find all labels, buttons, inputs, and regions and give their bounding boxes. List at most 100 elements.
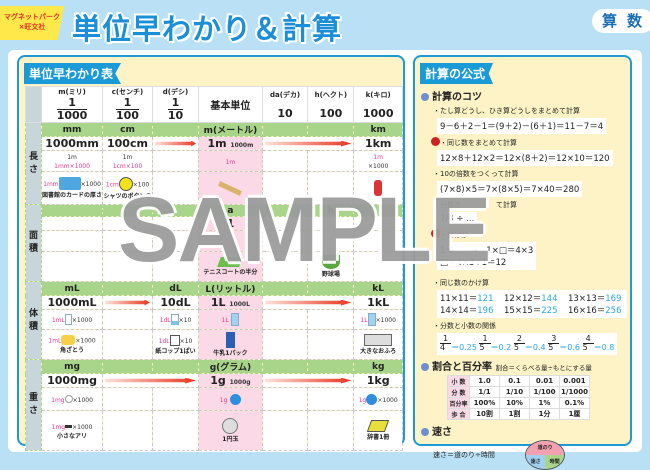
example-ant: 1mg ×1000 小さなアリ bbox=[41, 410, 104, 451]
bomb-icon bbox=[431, 229, 440, 238]
value-km: 1km bbox=[353, 136, 403, 151]
book-icon bbox=[366, 420, 390, 432]
weight-icon bbox=[229, 393, 241, 405]
example-button: 1cm ×100 シャツのボタンの bbox=[102, 171, 153, 205]
fractions-text: ・分数と小数の関係 bbox=[433, 322, 496, 330]
publisher-badge: マグネットパーク ×旺文社 bbox=[0, 6, 64, 40]
glass-l: 1L bbox=[198, 309, 263, 330]
unit-table-card: 単位早わかり表 m(ミリ) 1 1000 c(センチ) 1 100 d(デシ) 1 10 基… bbox=[17, 55, 405, 451]
value-kl: 1kL bbox=[353, 295, 403, 310]
tip-formula: 9－6＋2－1＝(9＋2)－(6＋1)＝11－7＝4 bbox=[437, 118, 607, 134]
col-base: 基本単位 bbox=[198, 86, 263, 123]
unit-kl: kL bbox=[353, 281, 403, 296]
weight-icon bbox=[64, 395, 73, 403]
speed-diagram: 道のり 速さ 時間 bbox=[525, 440, 566, 470]
glass-icon bbox=[231, 313, 240, 326]
weight-mg: 1mg ×1000 bbox=[41, 387, 104, 411]
arrow-icon bbox=[264, 299, 352, 306]
speed-heading: 速さ bbox=[421, 423, 627, 438]
formula-card: 計算の公式 計算のコツ ・たし算どうし、ひき算どうしをまとめて計算 9－6＋2－… bbox=[413, 55, 632, 470]
tips-heading: 計算のコツ bbox=[421, 88, 627, 103]
weight-kg: 1g ×1000 bbox=[353, 387, 403, 411]
example-bathtub: 大きなおふろ bbox=[353, 329, 403, 360]
unit-table-title: 単位早わかり表 bbox=[24, 63, 122, 84]
section-label-volume: 体積 bbox=[24, 281, 43, 360]
example-paper-cup: 1dL ×10 紙コップ1ぱい bbox=[151, 329, 200, 360]
example-baseball-field: 野球場 bbox=[307, 251, 355, 282]
unit-ml: mL bbox=[41, 281, 104, 296]
squares-text: ・同じ数のかけ算 bbox=[433, 279, 489, 287]
value-kg: 1kg bbox=[353, 373, 403, 388]
bullet-icon bbox=[421, 428, 429, 436]
col-milli: m(ミリ) 1 1000 bbox=[41, 86, 104, 123]
value-g: 1g 1000g bbox=[198, 373, 263, 388]
example-milk: 牛乳1パック bbox=[198, 329, 263, 360]
glass-dl: 1dL ×10 bbox=[151, 309, 200, 330]
arrow-icon bbox=[154, 140, 197, 147]
example-dictionary: 辞書1冊 bbox=[353, 410, 403, 451]
value-mg: 1000mg bbox=[41, 373, 104, 388]
unit-m: m(メートル) bbox=[198, 122, 263, 137]
value-ml: 1000mL bbox=[41, 295, 104, 310]
tip-text: ・10の倍数をつくって計算 bbox=[433, 170, 519, 178]
example-walker bbox=[353, 171, 403, 205]
value-dl: 10dL bbox=[151, 295, 200, 310]
arrow-icon bbox=[264, 140, 352, 147]
example-tennis-court: テニスコートの半分 bbox=[198, 251, 263, 282]
ruler-km: 1m ×1000 bbox=[353, 150, 403, 172]
example-card: 1mm ×1000 図書館のカードの厚さ bbox=[41, 171, 104, 205]
tip-formula: 12×8＋12×2＝12×(8＋2)＝12×10＝120 bbox=[437, 150, 613, 166]
weight-g: 1g bbox=[198, 387, 263, 411]
tip-text: ・分数の て計算 bbox=[433, 201, 517, 209]
formula-title: 計算の公式 bbox=[420, 63, 494, 84]
example-sugar-cube: 1mL ×1000 角ざとう bbox=[41, 329, 104, 360]
bullet-icon bbox=[421, 93, 429, 101]
milk-carton-icon bbox=[225, 332, 235, 348]
glass-ml: 1mL ×1000 bbox=[41, 309, 104, 330]
glass-icon bbox=[367, 313, 376, 326]
section-label-area: 面積 bbox=[24, 204, 43, 282]
unit-g: g(グラム) bbox=[198, 359, 263, 374]
tip-text: ・比はか bbox=[440, 231, 468, 239]
page-title: 単位早わかり＆計算 bbox=[72, 12, 343, 46]
col-hecto: h(ヘクト) 100 bbox=[307, 86, 355, 123]
unit-mm: mm bbox=[41, 122, 104, 137]
baseball-field-icon bbox=[321, 255, 340, 269]
arrow-icon bbox=[105, 299, 150, 306]
bathtub-icon bbox=[364, 334, 393, 346]
tip-formula: 1:4 → 1×□＝4×3 □＝4×3÷1＝12 bbox=[437, 242, 537, 270]
col-centi: c(センチ) 1 100 bbox=[102, 86, 153, 123]
coin-icon bbox=[222, 418, 239, 434]
cup-icon bbox=[169, 334, 180, 346]
unit-l: L(リットル) bbox=[198, 281, 263, 296]
ant-icon bbox=[65, 424, 73, 428]
card-icon bbox=[58, 177, 81, 190]
weight-icon bbox=[366, 393, 378, 405]
hand-icon bbox=[61, 335, 76, 345]
button-icon bbox=[118, 176, 133, 191]
section-label-weight: 重さ bbox=[24, 359, 43, 451]
value-a: 1 bbox=[198, 216, 263, 231]
squares-list: 11×11＝121 12×12＝144 13×13＝169 14×14＝196 … bbox=[437, 290, 627, 318]
arrow-icon bbox=[105, 377, 197, 384]
arrow-icon bbox=[264, 377, 352, 384]
unit-mg: mg bbox=[41, 359, 104, 374]
value-l: 1L 1000L bbox=[198, 295, 263, 310]
glass-icon bbox=[64, 314, 72, 325]
unit-cm: cm bbox=[102, 122, 153, 137]
col-deca: da(デカ) 10 bbox=[261, 86, 309, 123]
ruler-m: 1m bbox=[198, 150, 263, 172]
col-kilo: k(キロ) 1000 bbox=[353, 86, 403, 123]
bullet-icon bbox=[421, 363, 429, 371]
value-m: 1m 1000m bbox=[198, 136, 263, 151]
tip-text: ・たし算どうし、ひき算どうしをまとめて計算 bbox=[433, 107, 580, 115]
col-deci: d(デシ) 1 10 bbox=[151, 86, 200, 123]
tip-formula: (7×8)×5＝7×(8×5)＝7×40＝280 bbox=[437, 181, 583, 197]
unit-km: km bbox=[353, 122, 403, 137]
bomb-icon bbox=[431, 137, 440, 146]
speed-formula: 速さ＝道のり÷時間 道のり 速さ 時間 bbox=[433, 440, 627, 470]
unit-table: m(ミリ) 1 1000 c(センチ) 1 100 d(デシ) 1 10 基本単位 da(デ… bbox=[24, 86, 403, 451]
section-label-length: 長さ bbox=[24, 122, 43, 205]
value-cm: 100cm bbox=[102, 136, 153, 151]
unit-dl: dL bbox=[151, 281, 200, 296]
